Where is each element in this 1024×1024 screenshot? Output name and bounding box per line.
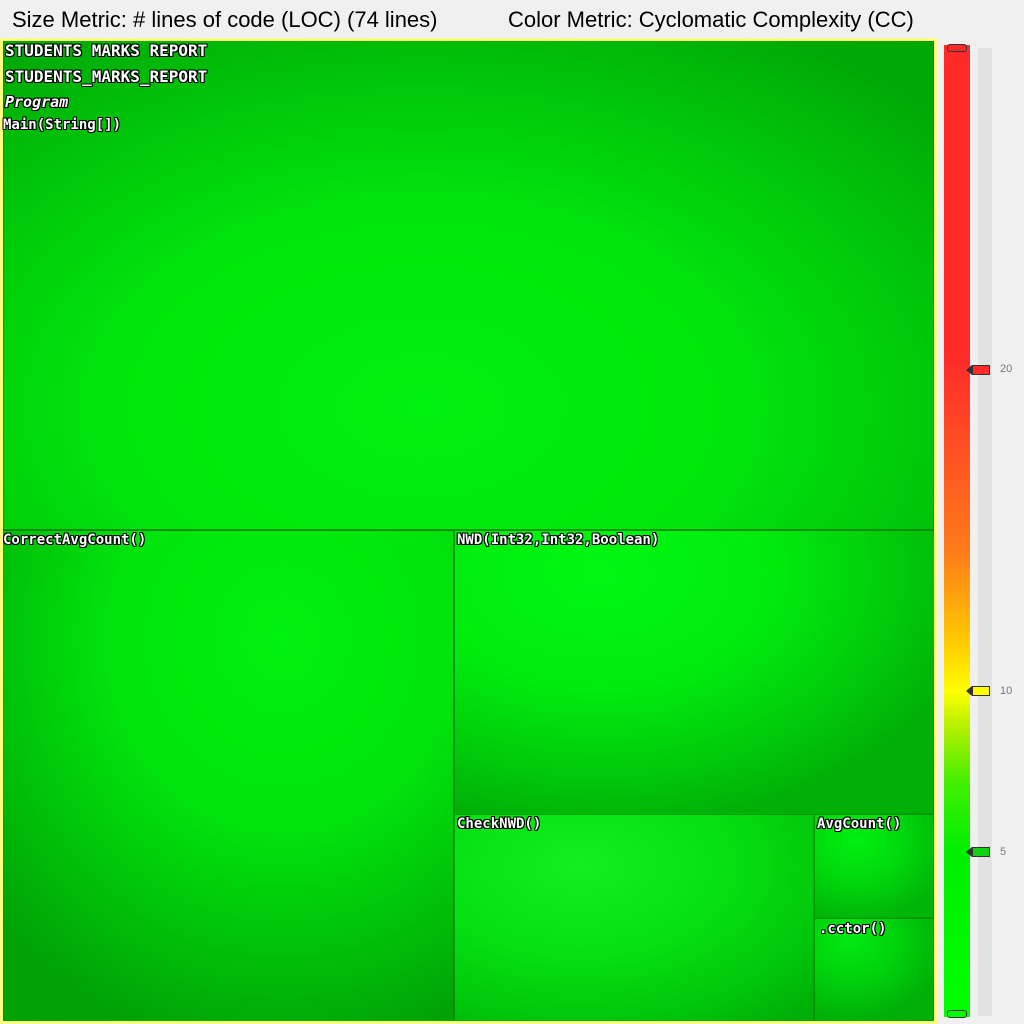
scale-marker-mid[interactable] <box>966 686 990 696</box>
scale-marker-high[interactable] <box>966 365 990 375</box>
treemap-cell-nwd[interactable] <box>454 530 934 814</box>
treemap-cell-avg-count[interactable] <box>814 814 934 918</box>
treemap: STUDENTS MARKS REPORT STUDENTS_MARKS_REP… <box>0 38 937 1024</box>
size-metric-label[interactable]: Size Metric: # lines of code (LOC) (74 l… <box>12 7 438 32</box>
method-label-check-nwd: CheckNWD() <box>457 816 542 832</box>
color-scale-bar[interactable] <box>944 45 970 1017</box>
header-bar: Size Metric: # lines of code (LOC) (74 l… <box>0 0 1024 40</box>
scale-tick-10: 10 <box>1000 685 1013 697</box>
method-label-nwd: NWD(Int32,Int32,Boolean) <box>457 532 660 548</box>
treemap-cell-main[interactable] <box>3 41 934 530</box>
scale-marker-low[interactable] <box>966 847 990 857</box>
scale-bottom-handle[interactable] <box>947 1010 967 1018</box>
treemap-cell-cctor[interactable] <box>814 918 934 1021</box>
method-label-main: Main(String[]) <box>3 117 122 133</box>
scale-top-handle[interactable] <box>947 44 967 52</box>
color-metric-label[interactable]: Color Metric: Cyclomatic Complexity (CC) <box>508 7 914 32</box>
assembly-label: STUDENTS MARKS REPORT <box>5 41 208 60</box>
method-label-correct-avg-count: CorrectAvgCount() <box>3 532 147 548</box>
type-label: Program <box>5 93 69 111</box>
treemap-cell-correct-avg-count[interactable] <box>3 530 454 1021</box>
method-label-cctor: .cctor() <box>819 921 887 937</box>
scale-tick-5: 5 <box>1000 846 1007 858</box>
scale-background <box>978 48 992 1016</box>
namespace-label: STUDENTS_MARKS_REPORT <box>5 67 208 86</box>
method-label-avg-count: AvgCount() <box>817 816 902 832</box>
scale-tick-20: 20 <box>1000 363 1013 375</box>
treemap-cell-check-nwd[interactable] <box>454 814 814 1021</box>
